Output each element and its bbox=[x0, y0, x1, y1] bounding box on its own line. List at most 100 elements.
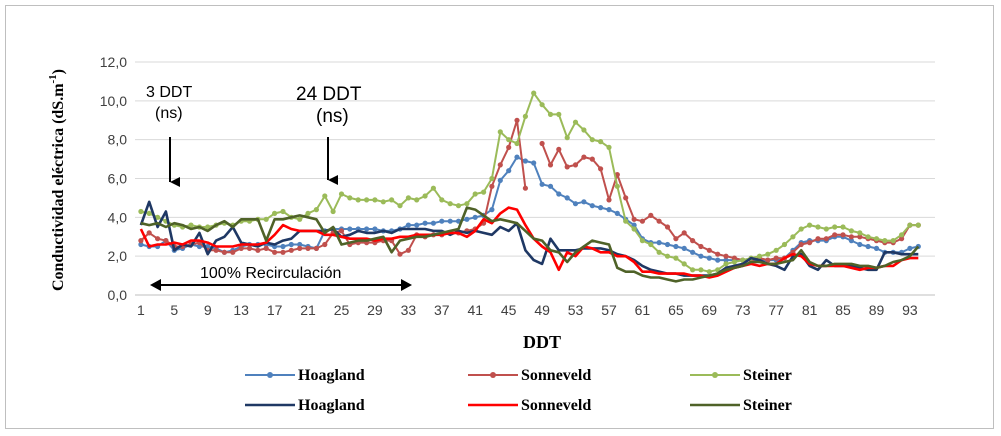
data-point bbox=[146, 210, 152, 216]
data-point bbox=[489, 175, 495, 182]
data-point bbox=[690, 238, 696, 244]
data-point bbox=[138, 208, 144, 215]
data-point bbox=[564, 135, 570, 141]
data-point bbox=[464, 201, 470, 207]
y-tick-label: 4,0 bbox=[108, 209, 128, 225]
data-point bbox=[572, 162, 579, 168]
data-point bbox=[598, 166, 604, 172]
data-point bbox=[246, 245, 253, 251]
x-tick-label: 85 bbox=[835, 302, 851, 318]
x-tick-label: 41 bbox=[467, 302, 483, 318]
data-point bbox=[238, 245, 244, 251]
x-tick-label: 61 bbox=[635, 302, 651, 318]
x-tick-label: 93 bbox=[902, 302, 918, 318]
data-point bbox=[623, 195, 629, 201]
series-sonneveld-plain bbox=[139, 206, 919, 279]
x-tick-label: 89 bbox=[869, 302, 885, 318]
data-point bbox=[531, 90, 537, 96]
data-point bbox=[547, 111, 554, 117]
data-point bbox=[598, 139, 604, 145]
data-point bbox=[506, 144, 512, 150]
data-point bbox=[422, 220, 428, 226]
x-tick-label: 1 bbox=[137, 302, 145, 318]
data-point bbox=[397, 203, 403, 209]
data-point bbox=[731, 255, 738, 261]
data-point bbox=[439, 197, 445, 203]
data-point bbox=[664, 253, 671, 259]
series-line bbox=[140, 92, 919, 273]
data-point bbox=[631, 222, 637, 228]
data-point bbox=[907, 222, 913, 228]
data-point bbox=[681, 261, 687, 267]
x-tick-label: 69 bbox=[702, 302, 718, 318]
data-point bbox=[840, 232, 846, 238]
data-point bbox=[865, 234, 871, 240]
data-point bbox=[656, 218, 662, 224]
data-point bbox=[447, 201, 453, 207]
data-point bbox=[288, 241, 294, 248]
data-point bbox=[405, 247, 411, 253]
data-point bbox=[698, 267, 704, 273]
data-point bbox=[740, 257, 746, 263]
annotation-24ddt-ns: (ns) bbox=[316, 106, 349, 127]
data-point bbox=[364, 197, 370, 203]
series-layer bbox=[138, 90, 921, 283]
data-point bbox=[606, 207, 612, 213]
data-point bbox=[405, 195, 411, 201]
data-point bbox=[907, 245, 913, 251]
data-point bbox=[522, 185, 529, 191]
legend-item: Steiner bbox=[690, 397, 792, 414]
annotation-3ddt: 3 DDT (ns) bbox=[146, 84, 192, 187]
data-point bbox=[890, 238, 896, 244]
data-point bbox=[364, 226, 370, 232]
data-point bbox=[606, 197, 612, 203]
data-point bbox=[489, 207, 495, 213]
data-point bbox=[539, 140, 545, 147]
legend-item: Hoagland bbox=[245, 367, 365, 384]
data-point bbox=[564, 164, 570, 170]
data-point bbox=[230, 249, 236, 255]
data-point bbox=[798, 241, 804, 248]
y-tick-label: 2,0 bbox=[108, 248, 128, 264]
data-point bbox=[715, 267, 721, 273]
data-point bbox=[832, 224, 838, 230]
data-point bbox=[347, 195, 353, 201]
x-tick-label: 29 bbox=[367, 302, 383, 318]
data-point bbox=[832, 232, 838, 238]
data-point bbox=[899, 236, 905, 242]
data-point bbox=[155, 214, 161, 220]
data-point bbox=[481, 189, 487, 195]
data-point bbox=[372, 226, 378, 232]
recirculation-label: 100% Recirculación bbox=[200, 265, 341, 282]
data-point bbox=[531, 160, 537, 166]
data-point bbox=[840, 224, 846, 230]
data-point bbox=[589, 156, 595, 162]
data-point bbox=[807, 222, 813, 228]
data-point bbox=[581, 199, 587, 205]
data-point bbox=[313, 245, 319, 251]
legend-item: Sonneveld bbox=[468, 397, 591, 414]
x-tick-label: 81 bbox=[802, 302, 818, 318]
legend-label: Sonneveld bbox=[521, 397, 591, 414]
data-point bbox=[380, 199, 386, 205]
series-line bbox=[140, 206, 920, 283]
data-point bbox=[589, 137, 595, 143]
data-point bbox=[614, 210, 620, 216]
data-point bbox=[330, 208, 336, 215]
data-point bbox=[572, 201, 579, 207]
x-axis-title: DDT bbox=[523, 332, 561, 352]
data-point bbox=[497, 177, 503, 183]
data-point bbox=[807, 240, 813, 246]
data-point bbox=[698, 243, 704, 250]
y-tick-label: 8,0 bbox=[108, 132, 128, 148]
data-point bbox=[196, 243, 202, 250]
x-tick-label: 37 bbox=[434, 302, 450, 318]
data-point bbox=[305, 210, 311, 216]
data-point bbox=[272, 249, 278, 255]
data-point bbox=[848, 238, 855, 244]
data-point bbox=[723, 253, 729, 259]
data-point bbox=[773, 247, 779, 253]
data-point bbox=[765, 257, 771, 263]
data-point bbox=[514, 117, 520, 123]
series-line bbox=[139, 200, 919, 277]
